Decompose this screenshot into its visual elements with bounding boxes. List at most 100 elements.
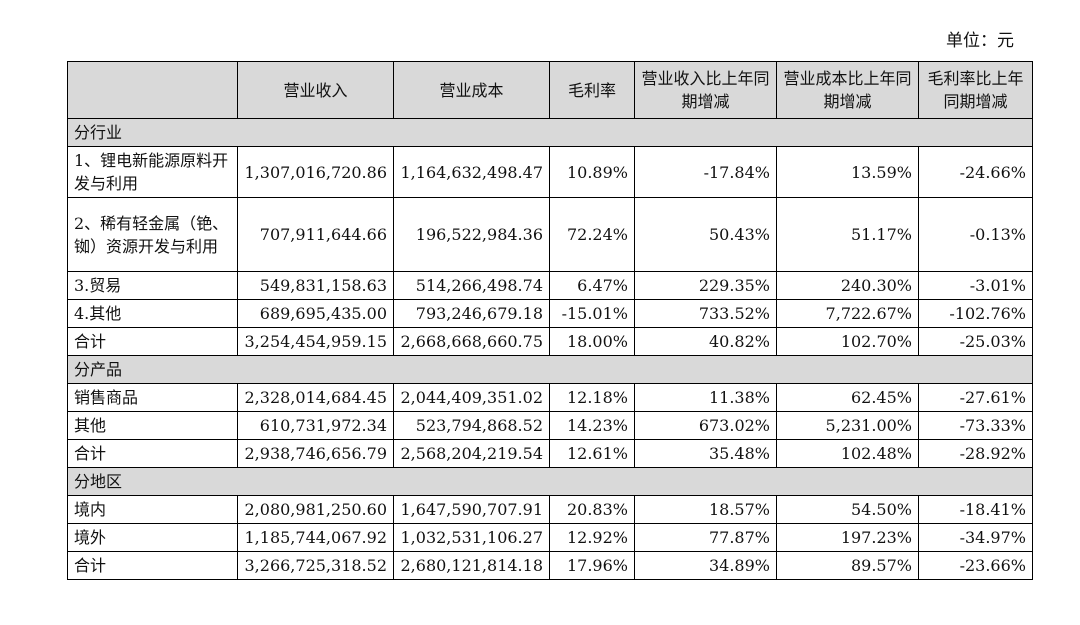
row-label: 4.其他 bbox=[67, 299, 238, 328]
cell-cost-yoy: 13.59% bbox=[776, 146, 919, 198]
row-label: 销售商品 bbox=[67, 383, 238, 412]
row-industry-other: 4.其他 689,695,435.00 793,246,679.18 -15.01% 7… bbox=[67, 299, 1033, 328]
cell-revenue-yoy: 34.89% bbox=[634, 551, 777, 580]
cell-gross-margin: 20.83% bbox=[549, 495, 635, 524]
cell-revenue-yoy: 40.82% bbox=[634, 327, 777, 356]
cell-revenue: 2,938,746,656.79 bbox=[237, 439, 394, 468]
cell-cost: 2,680,121,814.18 bbox=[393, 551, 550, 580]
cell-margin-yoy: -102.76% bbox=[918, 299, 1033, 328]
cell-revenue-yoy: 77.87% bbox=[634, 523, 777, 552]
cell-gross-margin: 10.89% bbox=[549, 146, 635, 198]
cell-margin-yoy: -0.13% bbox=[918, 197, 1033, 272]
cell-revenue: 689,695,435.00 bbox=[237, 299, 394, 328]
header-revenue-yoy: 营业收入比上年同期增减 bbox=[634, 61, 777, 119]
section-title: 分产品 bbox=[67, 355, 1033, 384]
row-total: 合计 2,938,746,656.79 2,568,204,219.54 12.61%… bbox=[67, 439, 1033, 468]
cell-margin-yoy: -73.33% bbox=[918, 411, 1033, 440]
cell-margin-yoy: -3.01% bbox=[918, 271, 1033, 300]
cell-cost-yoy: 197.23% bbox=[776, 523, 919, 552]
cell-cost-yoy: 62.45% bbox=[776, 383, 919, 412]
cell-revenue: 2,328,014,684.45 bbox=[237, 383, 394, 412]
financial-table: 营业收入 营业成本 毛利率 营业收入比上年同期增减 营业成本比上年同期增减 毛利… bbox=[67, 61, 1033, 580]
cell-gross-margin: 18.00% bbox=[549, 327, 635, 356]
section-title: 分行业 bbox=[67, 118, 1033, 147]
cell-gross-margin: 12.92% bbox=[549, 523, 635, 552]
header-margin-yoy: 毛利率比上年同期增减 bbox=[918, 61, 1033, 119]
cell-cost-yoy: 5,231.00% bbox=[776, 411, 919, 440]
row-label: 合计 bbox=[67, 551, 238, 580]
cell-cost: 514,266,498.74 bbox=[393, 271, 550, 300]
cell-revenue: 1,307,016,720.86 bbox=[237, 146, 394, 198]
header-cell-empty bbox=[67, 61, 238, 119]
cell-cost: 2,568,204,219.54 bbox=[393, 439, 550, 468]
cell-cost-yoy: 89.57% bbox=[776, 551, 919, 580]
cell-cost-yoy: 54.50% bbox=[776, 495, 919, 524]
cell-margin-yoy: -18.41% bbox=[918, 495, 1033, 524]
cell-revenue-yoy: 733.52% bbox=[634, 299, 777, 328]
cell-revenue: 610,731,972.34 bbox=[237, 411, 394, 440]
unit-label: 单位：元 bbox=[946, 31, 1014, 51]
row-label: 境外 bbox=[67, 523, 238, 552]
section-by-industry: 分行业 bbox=[67, 118, 1033, 147]
cell-cost: 523,794,868.52 bbox=[393, 411, 550, 440]
cell-revenue: 1,185,744,067.92 bbox=[237, 523, 394, 552]
section-by-product: 分产品 bbox=[67, 355, 1033, 384]
cell-margin-yoy: -28.92% bbox=[918, 439, 1033, 468]
cell-gross-margin: 17.96% bbox=[549, 551, 635, 580]
cell-gross-margin: -15.01% bbox=[549, 299, 635, 328]
cell-revenue-yoy: 229.35% bbox=[634, 271, 777, 300]
header-revenue: 营业收入 bbox=[237, 61, 394, 119]
row-total: 合计 3,266,725,318.52 2,680,121,814.18 17.96%… bbox=[67, 551, 1033, 580]
table-header-row: 营业收入 营业成本 毛利率 营业收入比上年同期增减 营业成本比上年同期增减 毛利… bbox=[67, 61, 1033, 119]
row-domestic: 境内 2,080,981,250.60 1,647,590,707.91 20.83%… bbox=[67, 495, 1033, 524]
row-total: 合计 3,254,454,959.15 2,668,668,660.75 18.00%… bbox=[67, 327, 1033, 356]
cell-cost: 1,647,590,707.91 bbox=[393, 495, 550, 524]
cell-margin-yoy: -24.66% bbox=[918, 146, 1033, 198]
cell-revenue: 707,911,644.66 bbox=[237, 197, 394, 272]
cell-cost-yoy: 102.70% bbox=[776, 327, 919, 356]
header-gross-margin: 毛利率 bbox=[549, 61, 635, 119]
cell-cost-yoy: 240.30% bbox=[776, 271, 919, 300]
cell-cost: 2,668,668,660.75 bbox=[393, 327, 550, 356]
row-overseas: 境外 1,185,744,067.92 1,032,531,106.27 12.92%… bbox=[67, 523, 1033, 552]
cell-revenue-yoy: 18.57% bbox=[634, 495, 777, 524]
row-goods-sales: 销售商品 2,328,014,684.45 2,044,409,351.02 12.1… bbox=[67, 383, 1033, 412]
cell-gross-margin: 14.23% bbox=[549, 411, 635, 440]
cell-cost: 1,032,531,106.27 bbox=[393, 523, 550, 552]
row-label: 1、锂电新能源原料开发与利用 bbox=[67, 146, 238, 198]
cell-gross-margin: 6.47% bbox=[549, 271, 635, 300]
cell-revenue-yoy: 673.02% bbox=[634, 411, 777, 440]
cell-revenue-yoy: -17.84% bbox=[634, 146, 777, 198]
row-label: 其他 bbox=[67, 411, 238, 440]
cell-gross-margin: 12.61% bbox=[549, 439, 635, 468]
row-product-other: 其他 610,731,972.34 523,794,868.52 14.23% 673.… bbox=[67, 411, 1033, 440]
row-label: 合计 bbox=[67, 439, 238, 468]
cell-cost-yoy: 51.17% bbox=[776, 197, 919, 272]
row-rare-metals: 2、稀有轻金属（铯、铷）资源开发与利用 707,911,644.66 196,522… bbox=[67, 197, 1033, 272]
header-cost-yoy: 营业成本比上年同期增减 bbox=[776, 61, 919, 119]
cell-margin-yoy: -27.61% bbox=[918, 383, 1033, 412]
cell-margin-yoy: -25.03% bbox=[918, 327, 1033, 356]
cell-revenue-yoy: 11.38% bbox=[634, 383, 777, 412]
cell-cost: 793,246,679.18 bbox=[393, 299, 550, 328]
row-label: 2、稀有轻金属（铯、铷）资源开发与利用 bbox=[67, 197, 238, 272]
cell-revenue-yoy: 35.48% bbox=[634, 439, 777, 468]
section-by-region: 分地区 bbox=[67, 467, 1033, 496]
cell-margin-yoy: -34.97% bbox=[918, 523, 1033, 552]
row-label: 合计 bbox=[67, 327, 238, 356]
section-title: 分地区 bbox=[67, 467, 1033, 496]
cell-revenue-yoy: 50.43% bbox=[634, 197, 777, 272]
row-lithium: 1、锂电新能源原料开发与利用 1,307,016,720.86 1,164,632,… bbox=[67, 146, 1033, 198]
cell-cost-yoy: 102.48% bbox=[776, 439, 919, 468]
row-label: 境内 bbox=[67, 495, 238, 524]
cell-gross-margin: 12.18% bbox=[549, 383, 635, 412]
row-trade: 3.贸易 549,831,158.63 514,266,498.74 6.47% 229… bbox=[67, 271, 1033, 300]
cell-cost: 196,522,984.36 bbox=[393, 197, 550, 272]
cell-cost: 2,044,409,351.02 bbox=[393, 383, 550, 412]
row-label: 3.贸易 bbox=[67, 271, 238, 300]
cell-revenue: 2,080,981,250.60 bbox=[237, 495, 394, 524]
header-cost: 营业成本 bbox=[393, 61, 550, 119]
cell-revenue: 3,266,725,318.52 bbox=[237, 551, 394, 580]
cell-revenue: 3,254,454,959.15 bbox=[237, 327, 394, 356]
cell-gross-margin: 72.24% bbox=[549, 197, 635, 272]
